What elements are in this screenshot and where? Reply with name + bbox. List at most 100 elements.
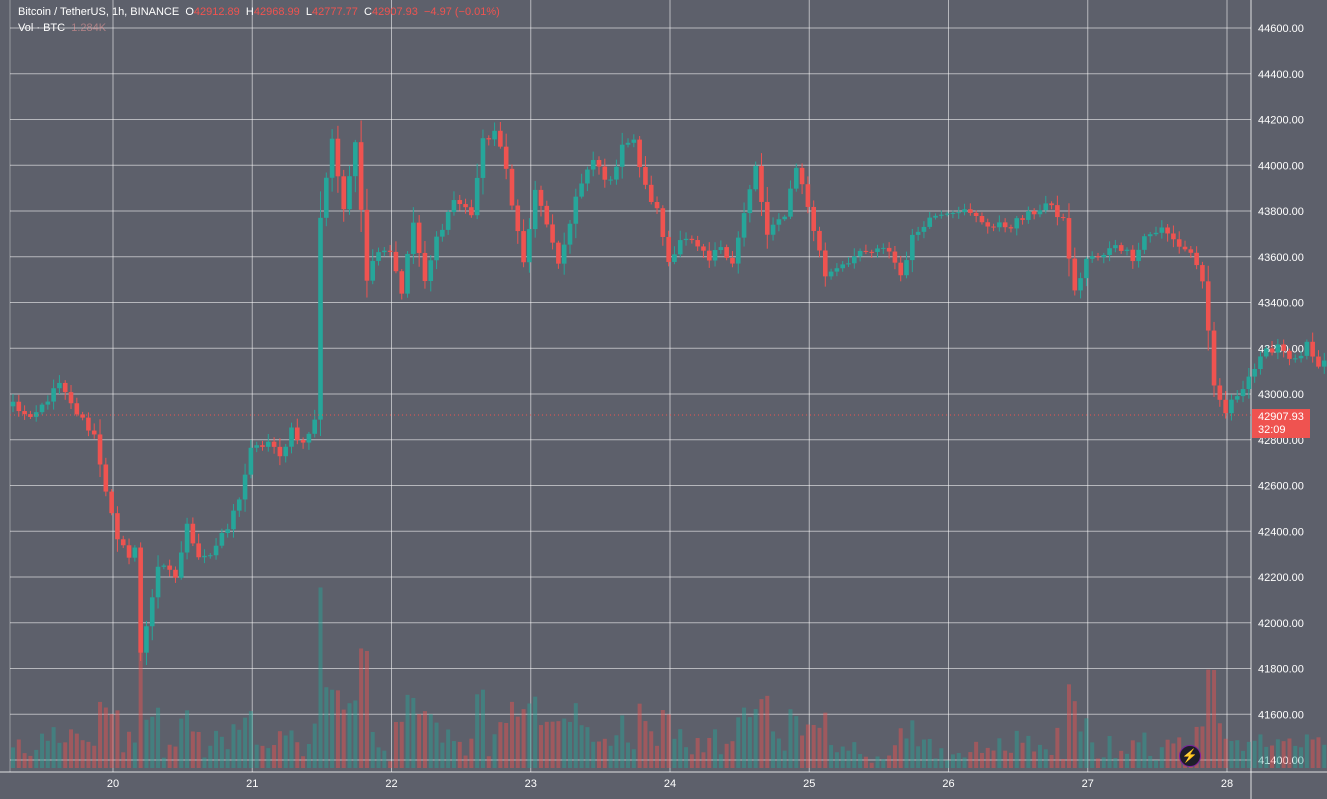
- volume-bar: [794, 716, 799, 768]
- volume-label[interactable]: Vol · BTC: [18, 22, 66, 34]
- candle-body: [382, 250, 387, 253]
- lightning-bolt-icon[interactable]: ⚡: [1179, 745, 1201, 767]
- candle-body: [730, 257, 735, 264]
- volume-bar: [1014, 730, 1019, 768]
- price-tick-label: 41600.00: [1258, 709, 1304, 721]
- date-tick-label: 21: [246, 778, 258, 790]
- candle-body: [445, 212, 451, 230]
- volume-bar: [608, 745, 613, 768]
- volume-bar: [388, 761, 393, 768]
- volume-bar: [225, 749, 230, 768]
- volume-bar: [713, 729, 718, 768]
- candle-body: [1223, 399, 1228, 414]
- candle-body: [567, 223, 573, 245]
- price-tick-label: 43600.00: [1258, 252, 1304, 264]
- volume-bar: [962, 757, 967, 768]
- price-tick-label: 41800.00: [1258, 664, 1304, 676]
- candle-body: [596, 160, 602, 167]
- volume-bar: [1037, 744, 1042, 768]
- low-label: L: [305, 6, 312, 18]
- candle-body: [515, 205, 521, 232]
- volume-bar: [718, 754, 723, 768]
- candle-body: [672, 254, 677, 262]
- volume-bar: [1032, 751, 1037, 768]
- volume-bar: [370, 732, 375, 768]
- candle-body: [915, 231, 921, 235]
- candle-body: [370, 260, 376, 281]
- volume-bar: [1246, 741, 1251, 768]
- volume-bar: [945, 760, 950, 768]
- candle-body: [625, 142, 631, 145]
- volume-bar: [45, 740, 50, 768]
- candle-body: [956, 212, 962, 214]
- volume-bar: [1061, 759, 1066, 768]
- volume-bar: [243, 717, 248, 768]
- candle-body: [1217, 385, 1223, 400]
- volume-bar: [69, 729, 74, 768]
- volume-bar: [446, 729, 451, 768]
- candle-body: [271, 441, 277, 447]
- volume-bar: [1252, 740, 1257, 768]
- volume-bar: [492, 734, 497, 768]
- candle-body: [846, 263, 851, 265]
- candle-body: [219, 533, 225, 546]
- volume-bar: [289, 730, 294, 768]
- candle-body: [474, 177, 480, 216]
- volume-bar: [214, 730, 219, 768]
- volume-bar: [1270, 745, 1275, 768]
- candle-body: [277, 446, 283, 457]
- volume-bar: [1125, 753, 1129, 768]
- candle-body: [469, 207, 474, 216]
- candle-body: [1211, 330, 1217, 386]
- volume-bar: [272, 745, 277, 768]
- volume-bar: [660, 710, 665, 768]
- candle-body: [1246, 376, 1252, 390]
- candle-body: [590, 160, 596, 170]
- volume-bar: [196, 732, 201, 768]
- symbol-title[interactable]: Bitcoin / TetherUS, 1h, BINANCE: [18, 6, 180, 18]
- candle-body: [1194, 252, 1199, 266]
- volume-bar: [933, 758, 938, 768]
- volume-bar: [509, 701, 514, 768]
- candle-body: [144, 626, 149, 653]
- candle-body: [1124, 249, 1130, 251]
- volume-bar: [1066, 684, 1071, 768]
- candle-body: [950, 212, 956, 214]
- volume-bar: [1101, 757, 1106, 768]
- volume-bar: [643, 721, 648, 768]
- volume-bar: [626, 742, 631, 768]
- volume-bar: [1293, 745, 1298, 768]
- candle-body: [1176, 239, 1182, 247]
- volume-bar: [956, 753, 961, 768]
- open-label: O: [185, 6, 194, 18]
- candle-body: [416, 222, 422, 253]
- candle-body: [1229, 399, 1234, 414]
- volume-bar: [939, 748, 944, 768]
- price-tick-label: 43800.00: [1258, 206, 1304, 218]
- candle-body: [840, 264, 845, 269]
- volume-bar: [1287, 738, 1292, 768]
- close-value: 42907.93: [371, 6, 418, 18]
- candle-body: [689, 238, 695, 241]
- candle-body: [1205, 281, 1211, 331]
- volume-bar: [747, 717, 752, 768]
- volume-bar: [649, 731, 654, 768]
- volume-bar: [330, 689, 335, 768]
- candle-body: [1234, 396, 1240, 400]
- volume-bar: [887, 755, 892, 768]
- candle-body: [788, 188, 793, 217]
- price-tick-label: 43000.00: [1258, 389, 1304, 401]
- candle-body: [225, 529, 230, 534]
- volume-bar: [968, 752, 973, 768]
- candle-body: [863, 250, 869, 252]
- volume-bar: [869, 762, 874, 768]
- volume-bar: [666, 714, 671, 768]
- volume-bar: [80, 740, 85, 768]
- candle-body: [782, 216, 787, 220]
- candle-body: [701, 246, 706, 251]
- candle-body: [1182, 246, 1188, 250]
- volume-bar: [550, 721, 555, 768]
- volume-bar: [834, 752, 839, 768]
